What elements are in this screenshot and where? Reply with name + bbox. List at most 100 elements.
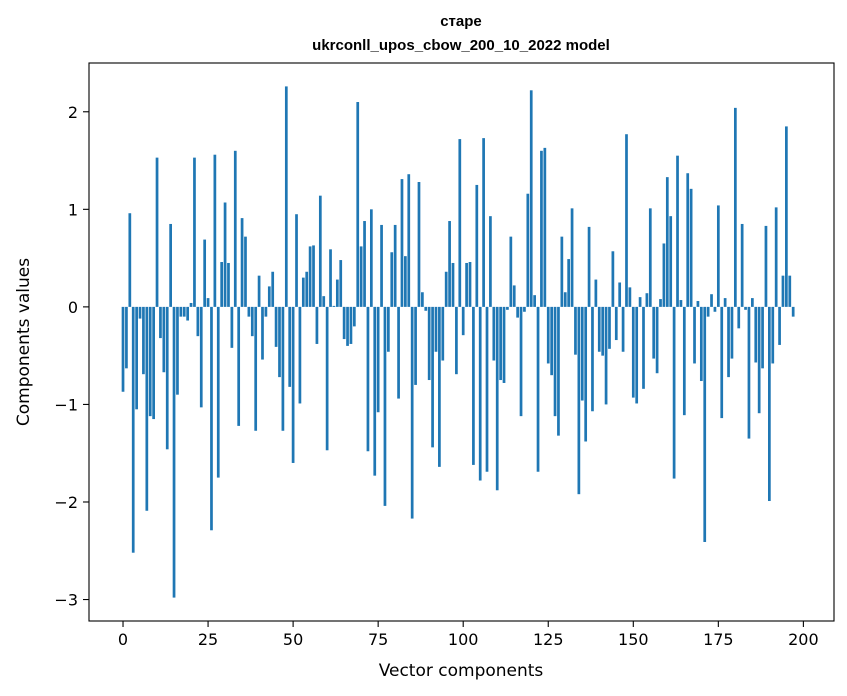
x-tick-label: 100	[448, 630, 479, 649]
bar-42	[264, 306, 268, 317]
bar-14	[169, 223, 172, 307]
x-axis-ticks: 0 25 50 75 100 125 150 175 200	[118, 621, 819, 649]
y-tick-label: 1	[68, 200, 78, 219]
bar-115	[512, 285, 516, 307]
bar-131	[567, 259, 571, 307]
bar-74	[373, 306, 377, 476]
bar-56	[312, 245, 315, 307]
x-tick-label: 25	[198, 630, 218, 649]
bar-105	[478, 306, 482, 481]
bar-139	[594, 279, 598, 307]
bar-92	[434, 306, 438, 352]
bar-123	[540, 150, 543, 307]
bar-65	[342, 306, 346, 340]
bar-161	[669, 216, 673, 307]
y-axis-label: Components values	[14, 258, 34, 426]
bar-33	[233, 150, 237, 307]
bar-27	[213, 154, 217, 307]
bar-150	[631, 306, 635, 398]
bar-0	[121, 306, 125, 392]
bar-180	[733, 107, 737, 307]
bar-197	[791, 306, 795, 317]
y-tick-label: −2	[54, 493, 78, 512]
bar-177	[723, 298, 727, 307]
bar-99	[458, 139, 462, 307]
bar-134	[577, 306, 581, 495]
bar-191	[771, 306, 775, 364]
bar-148	[625, 134, 628, 307]
bar-124	[543, 147, 547, 307]
y-axis-ticks: −3 −2 −1 0 1 2	[54, 103, 89, 610]
bar-44	[271, 271, 275, 307]
chart-title-line1: старе	[440, 13, 482, 30]
bar-141	[601, 306, 605, 356]
bar-152	[638, 297, 642, 307]
bar-23	[199, 306, 203, 408]
x-tick-label: 200	[788, 630, 819, 649]
bar-147	[621, 306, 625, 352]
bar-63	[335, 279, 339, 307]
bar-43	[267, 286, 271, 307]
bar-97	[451, 262, 455, 307]
bar-89	[424, 306, 428, 311]
bar-46	[278, 306, 281, 378]
bar-101	[465, 262, 468, 307]
bar-154	[645, 293, 649, 307]
bar-156	[652, 306, 656, 359]
bar-174	[713, 306, 717, 312]
bar-85	[410, 306, 414, 519]
bar-76	[380, 224, 383, 307]
bar-79	[390, 252, 394, 307]
bar-88	[421, 292, 424, 307]
bar-100	[461, 306, 465, 336]
bar-128	[557, 306, 560, 436]
bar-116	[516, 306, 519, 318]
bar-93	[438, 306, 441, 467]
bar-192	[774, 207, 778, 307]
bar-125	[546, 306, 550, 364]
y-tick-label: −3	[54, 591, 78, 610]
bar-109	[492, 306, 496, 361]
bar-103	[472, 306, 475, 465]
bar-112	[502, 306, 506, 383]
bar-34	[237, 306, 241, 426]
bar-53	[301, 277, 305, 307]
bar-29	[220, 262, 224, 307]
x-tick-label: 150	[618, 630, 649, 649]
bar-172	[706, 306, 710, 317]
bar-18	[182, 306, 186, 317]
bar-61	[329, 249, 332, 307]
bar-91	[431, 306, 434, 448]
bar-4	[135, 306, 138, 410]
bar-170	[699, 306, 703, 382]
bar-5	[138, 306, 142, 319]
bar-104	[475, 184, 479, 307]
bars-group	[121, 86, 795, 598]
bar-87	[417, 182, 421, 307]
bar-179	[730, 306, 734, 359]
bar-138	[591, 306, 594, 412]
bar-24	[203, 239, 207, 307]
bar-107	[485, 306, 489, 472]
bar-173	[710, 294, 713, 307]
bar-189	[764, 225, 768, 307]
bar-38	[250, 306, 254, 337]
bar-121	[533, 295, 536, 307]
bar-78	[387, 306, 390, 352]
bar-96	[448, 221, 451, 307]
bar-163	[676, 155, 679, 307]
bar-176	[720, 306, 724, 419]
bar-144	[611, 251, 615, 307]
bar-130	[563, 292, 567, 307]
x-tick-label: 0	[118, 630, 128, 649]
bar-57	[315, 306, 319, 344]
bar-47	[281, 306, 285, 431]
bar-83	[404, 256, 407, 307]
bar-196	[788, 275, 792, 307]
chart-title-line2: ukrconll_upos_cbow_200_10_2022 model	[312, 37, 610, 54]
bar-28	[216, 306, 220, 478]
bar-41	[261, 306, 264, 360]
bar-77	[383, 306, 387, 506]
bar-67	[349, 306, 353, 344]
